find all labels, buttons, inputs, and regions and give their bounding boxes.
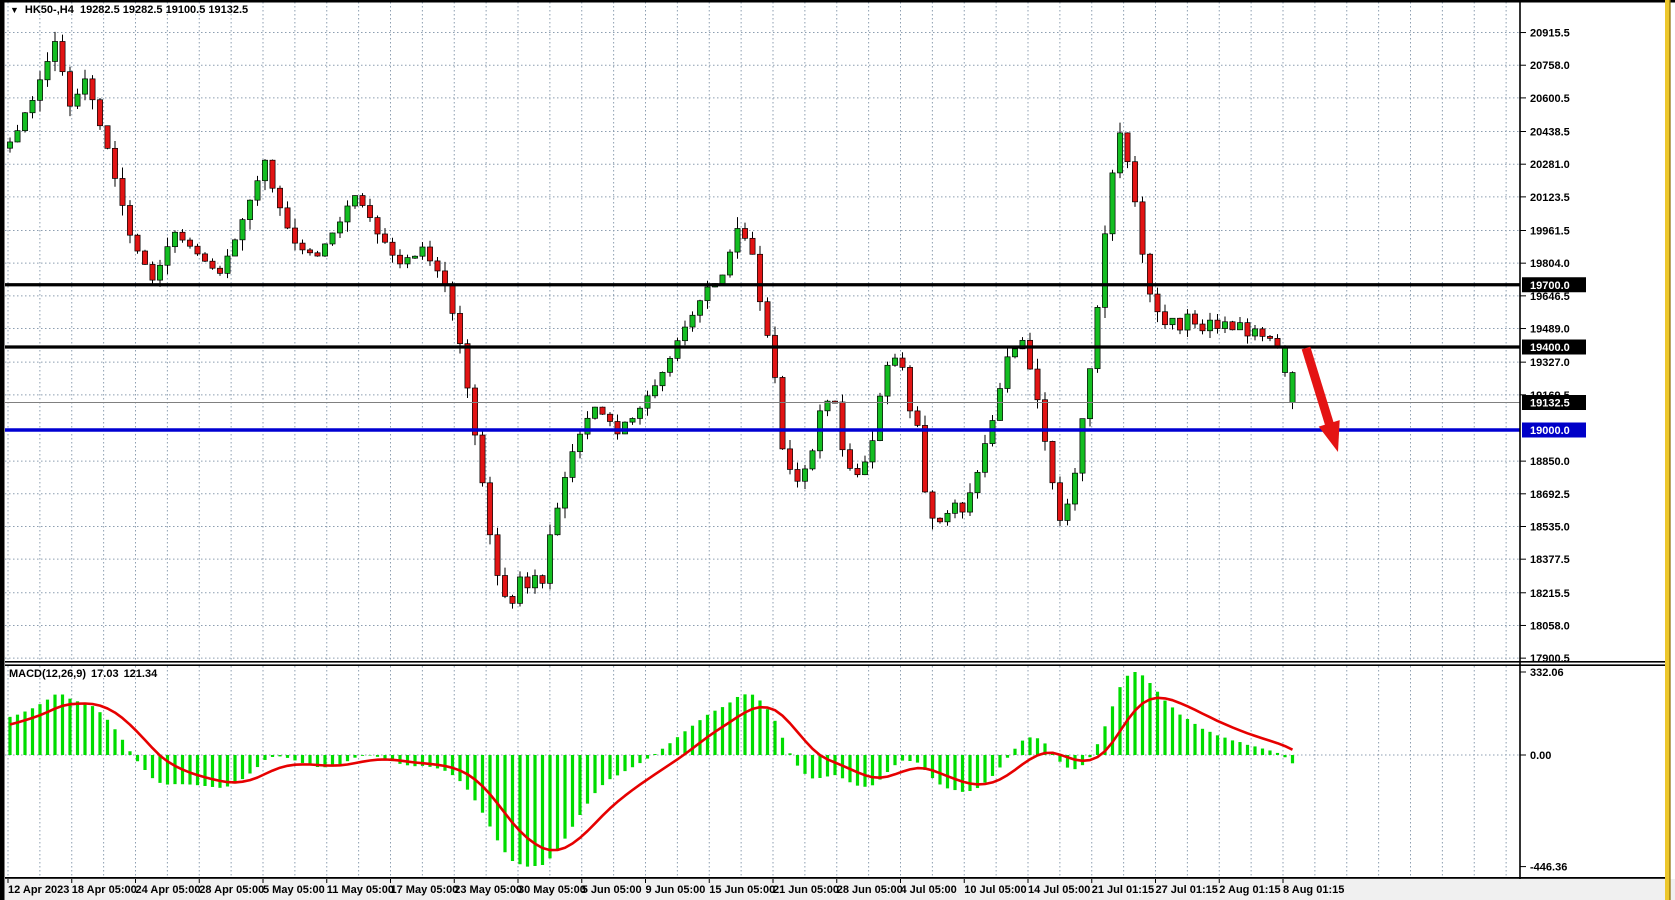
price-tick-label: 18215.5 bbox=[1530, 588, 1570, 600]
macd-signal-line bbox=[9, 696, 1294, 852]
time-tick-label: 28 Apr 05:00 bbox=[199, 884, 264, 896]
time-tick-label: 21 Jun 05:00 bbox=[773, 884, 839, 896]
price-tick-label: 19961.5 bbox=[1530, 225, 1570, 237]
price-tick-label: 20281.0 bbox=[1530, 159, 1570, 171]
price-tick-label: 17900.5 bbox=[1530, 653, 1570, 665]
macd-histogram bbox=[8, 671, 1295, 867]
candlestick-series bbox=[7, 31, 1296, 609]
macd-axis-label: -446.36 bbox=[1530, 862, 1567, 874]
price-tick-label: 18377.5 bbox=[1530, 554, 1570, 566]
macd-main-value: 17.03 bbox=[91, 668, 119, 680]
time-tick-label: 24 Apr 05:00 bbox=[136, 884, 201, 896]
time-tick-label: 11 May 05:00 bbox=[327, 884, 394, 896]
chart-title: ▼ HK50-,H4 19282.5 19282.5 19100.5 19132.… bbox=[10, 4, 248, 16]
time-tick-label: 5 Jun 05:00 bbox=[582, 884, 642, 896]
macd-signal-value: 121.34 bbox=[123, 668, 158, 680]
price-tick-label: 20915.5 bbox=[1530, 28, 1570, 40]
symbol-period-label: HK50-,H4 bbox=[24, 4, 74, 16]
macd-axis-label: 0.00 bbox=[1530, 750, 1551, 762]
time-tick-label: 23 May 05:00 bbox=[454, 884, 522, 896]
macd-indicator-label: MACD(12,26,9) 17.03 121.34 bbox=[9, 668, 162, 680]
price-tick-label: 19646.5 bbox=[1530, 291, 1570, 303]
symbol-dropdown-icon[interactable]: ▼ bbox=[10, 5, 19, 15]
macd-axis-label: 332.06 bbox=[1530, 667, 1564, 679]
time-tick-label: 17 May 05:00 bbox=[391, 884, 459, 896]
time-tick-label: 5 May 05:00 bbox=[263, 884, 325, 896]
highlighted-price-label: 19400.0 bbox=[1530, 342, 1570, 354]
level-lines[interactable] bbox=[5, 283, 1520, 432]
date-strip-bg bbox=[0, 879, 1675, 900]
highlighted-price-label: 19700.0 bbox=[1530, 280, 1570, 292]
grid bbox=[5, 2, 1520, 877]
window-edge-strip bbox=[1665, 0, 1670, 900]
time-tick-label: 9 Jun 05:00 bbox=[646, 884, 706, 896]
time-tick-label: 10 Jul 05:00 bbox=[964, 884, 1026, 896]
time-tick-label: 27 Jul 01:15 bbox=[1156, 884, 1218, 896]
time-tick-label: 15 Jun 05:00 bbox=[709, 884, 775, 896]
price-tick-label: 19489.0 bbox=[1530, 324, 1570, 336]
highlighted-price-label: 19000.0 bbox=[1530, 425, 1570, 437]
time-tick-label: 4 Jul 05:00 bbox=[901, 884, 957, 896]
time-tick-label: 12 Apr 2023 bbox=[8, 884, 69, 896]
macd-name: MACD(12,26,9) bbox=[9, 668, 87, 680]
time-tick-label: 2 Aug 01:15 bbox=[1219, 884, 1280, 896]
price-tick-label: 19804.0 bbox=[1530, 258, 1570, 270]
ohlc-values: 19282.5 19282.5 19100.5 19132.5 bbox=[79, 4, 249, 16]
price-tick-label: 18058.0 bbox=[1530, 620, 1570, 632]
time-tick-label: 21 Jul 01:15 bbox=[1092, 884, 1154, 896]
price-tick-label: 20123.5 bbox=[1530, 192, 1570, 204]
price-tick-label: 20438.5 bbox=[1530, 127, 1570, 139]
price-tick-label: 20758.0 bbox=[1530, 60, 1570, 72]
price-tick-label: 19327.0 bbox=[1530, 357, 1570, 369]
time-tick-label: 18 Apr 05:00 bbox=[72, 884, 137, 896]
price-tick-label: 18850.0 bbox=[1530, 456, 1570, 468]
price-tick-label: 18692.5 bbox=[1530, 489, 1570, 501]
time-tick-label: 8 Aug 01:15 bbox=[1283, 884, 1344, 896]
highlighted-price-label: 19132.5 bbox=[1530, 398, 1570, 410]
price-axis[interactable]: 20915.5 20758.0 20600.5 20438.5 20281.0 20123… bbox=[1520, 28, 1586, 874]
time-tick-label: 28 Jun 05:00 bbox=[837, 884, 903, 896]
down-arrow-annotation[interactable] bbox=[1301, 346, 1340, 452]
time-tick-label: 14 Jul 05:00 bbox=[1028, 884, 1090, 896]
time-tick-label: 30 May 05:00 bbox=[518, 884, 586, 896]
price-tick-label: 18535.0 bbox=[1530, 521, 1570, 533]
price-tick-label: 20600.5 bbox=[1530, 93, 1570, 105]
